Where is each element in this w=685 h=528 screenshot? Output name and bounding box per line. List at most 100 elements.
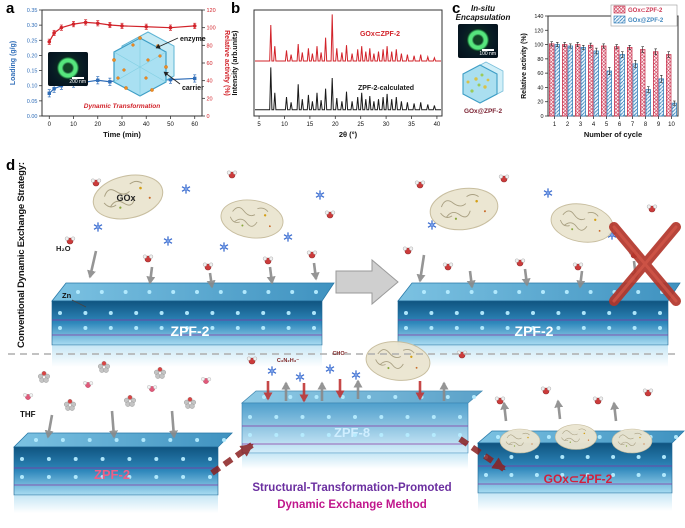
lattice-node: [636, 290, 641, 294]
lattice-node: [195, 438, 200, 442]
bar: [575, 44, 581, 117]
lattice-node: [636, 455, 641, 459]
lattice-node: [83, 311, 88, 315]
lattice-node: [312, 311, 316, 315]
lattice-node: [195, 290, 199, 294]
marker: [192, 24, 197, 28]
bar: [665, 54, 672, 117]
x-tick: 5: [257, 122, 261, 128]
water-molecule: [592, 396, 604, 405]
zpf2-slab-bottom-left: [13, 432, 233, 513]
lattice-node: [274, 415, 279, 419]
y-tick: 120: [534, 28, 543, 34]
surface-enzyme-dots: [112, 36, 168, 92]
bar: [548, 43, 555, 117]
exchange-arrow-gray: [554, 399, 564, 420]
lattice-node: [73, 457, 78, 461]
lattice-node: [429, 311, 434, 315]
gox-enzyme: [218, 195, 286, 243]
marker: [108, 23, 112, 27]
lattice-node: [261, 326, 266, 330]
imid-molecule: [267, 365, 277, 377]
lattice-node: [99, 290, 104, 294]
lattice-node: [222, 438, 226, 442]
enzyme-pointer-arrow: [155, 37, 179, 49]
solvent-molecule: [23, 393, 34, 400]
lattice-node: [46, 457, 51, 461]
exchange-arrow-gray: [169, 410, 178, 439]
lattice-node: [314, 395, 319, 399]
bar: [588, 44, 594, 117]
marker: [120, 24, 124, 28]
transformation-arrow-1: [210, 442, 254, 476]
marker: [193, 76, 197, 81]
conventional-strategy-label: Conventional Dynamic Exchange Strategy:: [16, 162, 27, 348]
y-axis-label: Intensity (arb.units): [232, 31, 239, 96]
lattice-node: [340, 395, 345, 399]
panel-c-scalebar: 100 nm: [479, 48, 496, 58]
panel-c-chart: 0 20 40 60 80 100 120 140 Relative activity (%) 1…: [521, 4, 679, 139]
lattice-node: [379, 433, 384, 437]
lattice-node: [100, 457, 105, 461]
y-tick-left: 0.15: [27, 69, 38, 75]
x-tick: 3: [579, 122, 583, 128]
thf-molecule: [123, 395, 137, 407]
y-tick: 0: [540, 114, 543, 120]
lattice-node: [505, 311, 510, 315]
water-molecule: [414, 180, 426, 189]
lattice-node: [509, 455, 514, 459]
lattice-node: [564, 290, 569, 294]
exchange-arrow-gray: [206, 272, 216, 289]
lattice-node: [560, 473, 565, 477]
y-tick-right: 40: [207, 79, 213, 85]
insitu-title-line2: Encapsulation: [455, 13, 511, 22]
failure-cross-icon: [609, 222, 681, 306]
bar: [580, 47, 586, 117]
lattice-node: [581, 311, 586, 315]
zpf2-label-2: ZPF-2: [515, 323, 554, 339]
lattice-node: [100, 475, 105, 479]
lattice-node: [404, 326, 408, 330]
gox-label: GOx: [116, 193, 135, 203]
lattice-node: [588, 290, 593, 294]
scalebar-text: 200 nm: [69, 78, 86, 85]
lattice-node: [326, 415, 331, 419]
marker: [71, 22, 76, 26]
lattice-node: [185, 311, 189, 315]
plot-frame: [253, 9, 443, 117]
lattice-node: [560, 455, 565, 459]
lattice-node: [141, 438, 146, 442]
water-molecule: [142, 254, 154, 263]
legend-swatch: [613, 15, 626, 24]
x-tick: 25: [357, 122, 364, 128]
y-tick-right: 100: [207, 26, 216, 32]
x-tick: 20: [94, 122, 101, 128]
lattice-node: [266, 290, 271, 294]
embedded-gox-enzyme: [499, 428, 541, 454]
zpf2-label-1: ZPF-2: [171, 323, 210, 339]
imid-molecule: [283, 231, 293, 243]
lattice-node: [210, 311, 215, 315]
imid-molecule: [295, 371, 305, 383]
exchange-arrow-gray: [87, 250, 98, 279]
y-axis-label-left: Loading (g/g): [10, 41, 17, 85]
lattice-node: [469, 290, 474, 294]
bar: [640, 49, 646, 117]
lattice-node: [248, 415, 252, 419]
lattice-node: [454, 326, 459, 330]
exchange-arrow-gray: [266, 266, 276, 285]
y-axis-label-right: Relative activity (%): [223, 30, 230, 96]
solvent-molecule: [147, 385, 158, 392]
lattice-node: [531, 311, 535, 315]
exchange-arrow-gray: [44, 414, 54, 439]
marker: [59, 25, 64, 30]
x-tick: 40: [143, 122, 150, 128]
thf-molecule: [153, 367, 167, 379]
marker: [47, 91, 51, 95]
bar: [606, 70, 612, 117]
water-molecule: [498, 174, 510, 183]
marker: [108, 80, 112, 84]
panel-c-label: c: [452, 0, 461, 17]
lattice-node: [636, 473, 641, 477]
bar: [593, 50, 599, 117]
